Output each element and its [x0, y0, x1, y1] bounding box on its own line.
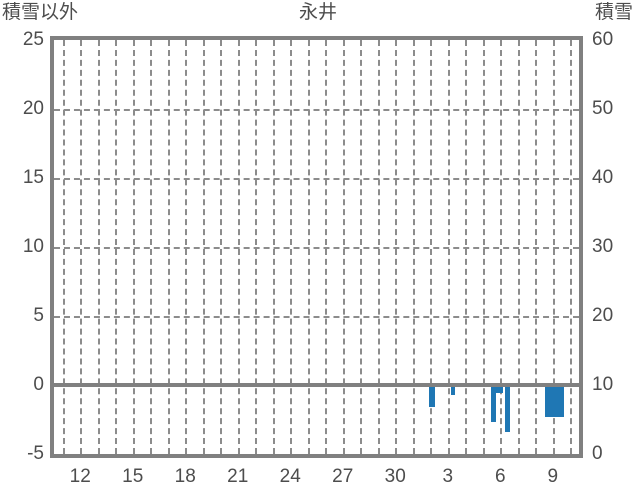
plot-area	[50, 36, 583, 458]
y-tick-label-left: 0	[33, 374, 44, 395]
gridline-horizontal	[54, 178, 579, 180]
y-tick-label-right: 50	[592, 98, 614, 119]
y-tick-label-left: 15	[22, 167, 44, 188]
y-tick-label-left: 10	[22, 236, 44, 257]
chart-title: 永井	[298, 2, 337, 23]
zero-baseline	[54, 383, 579, 387]
plot-inner	[54, 40, 579, 454]
gridline-horizontal	[54, 109, 579, 111]
bar	[451, 385, 455, 395]
x-tick-label: 15	[122, 466, 144, 487]
y-tick-label-right: 0	[592, 443, 603, 464]
y-tick-label-right: 30	[592, 236, 614, 257]
gridline-horizontal	[54, 247, 579, 249]
y-tick-label-left: 25	[22, 29, 44, 50]
bar	[429, 385, 435, 408]
x-tick-label: 12	[69, 466, 91, 487]
x-tick-label: 24	[279, 466, 301, 487]
x-tick-label: 30	[384, 466, 406, 487]
y-tick-label-right: 20	[592, 305, 614, 326]
bar	[493, 385, 504, 394]
y-tick-label-right: 10	[592, 374, 614, 395]
y-tick-label-right: 40	[592, 167, 614, 188]
y-tick-label-left: 5	[33, 305, 44, 326]
x-tick-label: 3	[442, 466, 454, 487]
gridline-horizontal	[54, 316, 579, 318]
x-tick-label: 9	[547, 466, 559, 487]
right-axis-title: 積雪	[594, 2, 633, 23]
y-tick-label-right: 60	[592, 29, 614, 50]
left-axis-title: 積雪以外	[2, 2, 79, 23]
x-tick-label: 27	[332, 466, 354, 487]
bar	[490, 385, 496, 423]
y-tick-label-left: -5	[27, 443, 44, 464]
bar	[504, 385, 510, 432]
x-tick-label: 6	[494, 466, 506, 487]
x-tick-label: 18	[174, 466, 196, 487]
y-tick-label-left: 20	[22, 98, 44, 119]
bar	[545, 385, 564, 417]
x-tick-label: 21	[227, 466, 249, 487]
